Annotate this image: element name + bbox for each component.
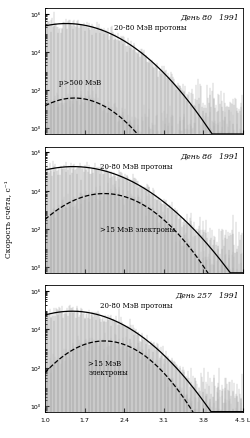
Text: >15 МэВ
электроны: >15 МэВ электроны bbox=[88, 359, 128, 376]
Text: День 86   1991: День 86 1991 bbox=[180, 152, 238, 160]
Text: р>500 МэВ: р>500 МэВ bbox=[59, 79, 101, 87]
Text: 20-80 МэВ протоны: 20-80 МэВ протоны bbox=[100, 162, 173, 170]
Text: >15 МэВ электроны: >15 МэВ электроны bbox=[100, 226, 176, 233]
Text: 20-80 МэВ протоны: 20-80 МэВ протоны bbox=[114, 24, 187, 32]
Text: 20-80 МэВ протоны: 20-80 МэВ протоны bbox=[100, 301, 173, 309]
Text: Скорость счёта, с⁻¹: Скорость счёта, с⁻¹ bbox=[5, 180, 13, 258]
Text: День 257   1991: День 257 1991 bbox=[175, 291, 238, 299]
Text: День 80   1991: День 80 1991 bbox=[180, 14, 238, 22]
